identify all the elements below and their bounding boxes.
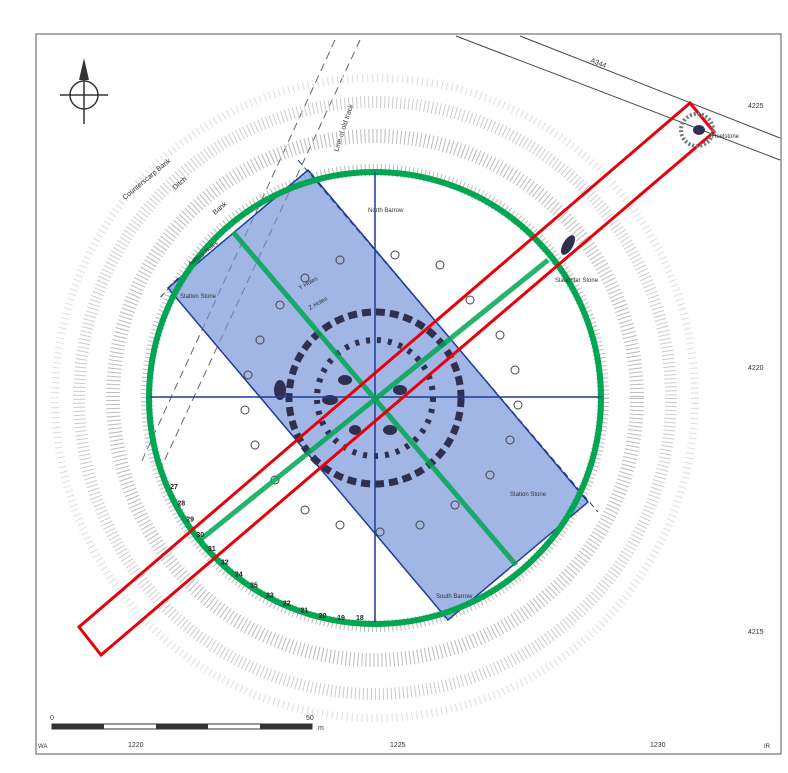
rectangle-dashed-edge xyxy=(297,159,599,513)
grid-corner-se: IR xyxy=(764,744,771,750)
hole-number-label: 32 xyxy=(221,559,229,566)
hole-number-label: 27 xyxy=(170,484,178,491)
hole-number-label: 19 xyxy=(337,615,345,622)
station-stone-w-label: Station Stone xyxy=(180,294,217,300)
hole-number-label: 23 xyxy=(266,592,274,599)
hole-number-label: 31 xyxy=(208,546,216,553)
hole-number-label: 24 xyxy=(235,572,243,579)
station-stone-e-label: Station Stone xyxy=(510,492,547,498)
hole-numbers: 27 28 29 30 31 32 24 25 23 22 21 20 19 18 xyxy=(170,484,364,622)
north-arrow-icon xyxy=(60,58,108,124)
hole-number-label: 20 xyxy=(319,613,327,620)
hole-number-label: 29 xyxy=(186,517,194,524)
grid-ref-right-mid: 4220 xyxy=(748,365,764,372)
hole-number-label: 18 xyxy=(356,615,364,622)
grid-ref-right-top: 4225 xyxy=(748,103,764,110)
hole-number-label: 22 xyxy=(283,601,291,608)
green-solstice-axis xyxy=(198,258,550,542)
grid-ref-bottom-right: 1230 xyxy=(650,742,666,749)
red-solstice-alignment-band xyxy=(76,100,717,658)
south-barrow-label: South Barrow xyxy=(436,594,473,600)
heelstone-marker xyxy=(679,112,715,148)
north-barrow-label: North Barrow xyxy=(368,208,404,214)
aubrey-holes xyxy=(240,250,523,537)
rectangle-dashed-edge-left xyxy=(157,277,179,301)
grid-ref-bottom-mid: 1225 xyxy=(390,742,406,749)
grid-ref-right-bottom: 4215 xyxy=(748,629,764,636)
hole-number-label: 21 xyxy=(300,608,308,615)
scale-end-label: 50 xyxy=(306,715,314,722)
heelstone-label: Heelstone xyxy=(712,134,740,140)
grid-corner-sw: WA xyxy=(38,744,47,750)
hole-number-label: 25 xyxy=(250,583,258,590)
scale-unit-label: m xyxy=(318,725,324,732)
hole-number-label: 30 xyxy=(196,532,204,539)
grid-ref-bottom-left: 1220 xyxy=(128,742,144,749)
scale-bar: 0 50 m xyxy=(50,715,324,732)
hole-number-label: 28 xyxy=(177,501,185,508)
scale-start-label: 0 xyxy=(50,715,54,722)
slaughter-stone-label: Slaughter Stone xyxy=(555,278,599,284)
